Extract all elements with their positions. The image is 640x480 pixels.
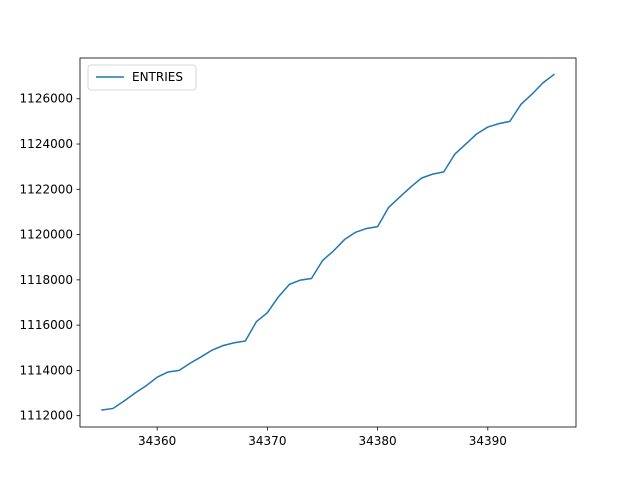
y-axis-ticks: 1112000 1114000 1116000 1118000 1120000 11220…: [20, 92, 80, 423]
series-layer: [101, 73, 556, 411]
legend-box: [87, 64, 197, 91]
legend-label-entries: ENTRIES: [132, 70, 183, 84]
y-tick-label: 1114000: [20, 363, 73, 377]
series-line-entries: [101, 73, 556, 411]
x-tick-label: 34370: [248, 434, 286, 448]
y-tick-label: 1118000: [20, 273, 73, 287]
y-tick-label: 1116000: [20, 318, 73, 332]
plot-area-frame: [79, 57, 577, 428]
y-tick-label: 1124000: [20, 137, 73, 151]
y-tick-label: 1122000: [20, 182, 73, 196]
y-tick-label: 1120000: [20, 228, 73, 242]
x-tick-label: 34380: [359, 434, 397, 448]
x-tick-label: 34360: [138, 434, 176, 448]
x-tick-label: 34390: [469, 434, 507, 448]
x-axis-ticks: 34360 34370 34380 34390: [138, 427, 507, 448]
y-tick-label: 1112000: [20, 409, 73, 423]
y-tick-label: 1126000: [20, 92, 73, 106]
legend: ENTRIES: [87, 64, 197, 91]
